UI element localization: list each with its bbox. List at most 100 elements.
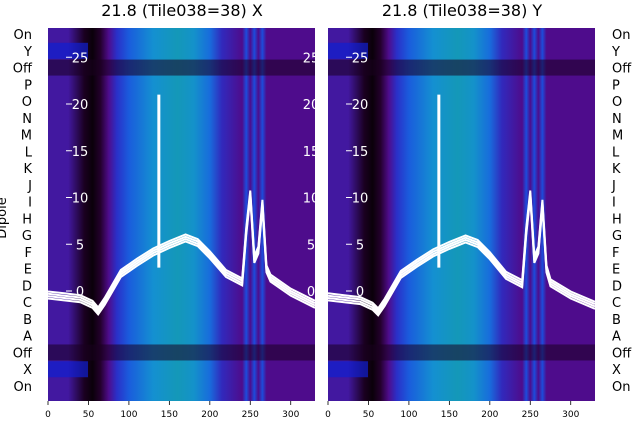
overlay-tick-label: 0 [76, 285, 84, 300]
x-tick-label: 150 [441, 410, 458, 420]
row-label-right: On [612, 28, 630, 43]
row-bands [328, 42, 595, 378]
row-label-right: G [612, 229, 622, 244]
row-label-right: D [612, 279, 622, 294]
row-label-right: X [612, 363, 621, 378]
x-tick-label: 250 [242, 410, 259, 420]
off-row-band [328, 59, 595, 76]
x-tick-label: 300 [562, 410, 579, 420]
heatmap-area [48, 28, 315, 401]
row-label-right: E [612, 263, 620, 278]
row-label-left: F [25, 246, 32, 261]
overlay-tick-label-right: 25 [303, 51, 320, 66]
row-label-right: On [612, 380, 630, 395]
x-tick-label: 0 [45, 410, 51, 420]
overlay-series-line [327, 190, 596, 310]
row-bands [48, 42, 315, 378]
row-label-left: X [23, 363, 32, 378]
x-tick-label: 300 [282, 410, 299, 420]
row-label-left: I [28, 196, 32, 211]
row-label-right: K [612, 162, 621, 177]
row-label-right: N [612, 112, 622, 127]
overlay-tick-label: 10 [352, 192, 369, 207]
x-tick-label: 200 [481, 410, 498, 420]
overlay-tick-label: 25 [352, 51, 369, 66]
row-label-left: On [14, 28, 32, 43]
x-tick-label: 50 [83, 410, 95, 420]
row-label-right: P [612, 78, 620, 93]
edge-row-band [48, 361, 88, 378]
overlay-tick-label-right: 15 [303, 145, 320, 160]
edge-row-band [48, 42, 88, 59]
overlay-series-line [47, 190, 316, 310]
overlay-tick-label: 20 [352, 98, 369, 113]
row-label-left: G [22, 229, 32, 244]
overlay-lines [327, 94, 596, 317]
overlay-tick-label: 20 [72, 98, 89, 113]
row-label-right: H [612, 212, 622, 227]
x-tick-label: 150 [161, 410, 178, 420]
overlay-tick-label-right: 10 [303, 192, 320, 207]
overlay-tick-label: 25 [72, 51, 89, 66]
off-row-band [48, 344, 315, 361]
row-label-left: O [22, 95, 32, 110]
x-tick-label: 0 [325, 410, 331, 420]
row-label-left: N [22, 112, 32, 127]
row-label-right: J [611, 179, 616, 194]
x-tick-label: 50 [363, 410, 375, 420]
panel-y: 21.8 (Tile038=38) Y 0 50 100 150 200 250 300 0… [325, 1, 596, 420]
edge-row-band [328, 42, 368, 59]
overlay-tick-label: 15 [72, 145, 89, 160]
row-label-left: P [24, 78, 32, 93]
row-label-right: L [612, 145, 620, 160]
x-axis: 0 50 100 150 200 250 300 [45, 401, 300, 420]
overlay-tick-label-right: 5 [307, 238, 315, 253]
row-label-right: F [612, 246, 619, 261]
row-label-left: J [27, 179, 32, 194]
overlay-tick-label-right: 0 [307, 285, 315, 300]
row-label-right: I [612, 196, 616, 211]
off-row-band [48, 59, 315, 76]
row-label-left: On [14, 380, 32, 395]
panel-x: 21.8 (Tile038=38) X 0 50 100 150 200 250 300 0… [45, 1, 319, 420]
overlay-tick-label: 10 [72, 192, 89, 207]
row-label-left: H [22, 212, 32, 227]
row-label-right: C [612, 296, 621, 311]
row-label-right: B [612, 313, 621, 328]
y-axis-label: Dipole [0, 197, 10, 238]
heatmap-area [328, 28, 595, 401]
x-axis: 0 50 100 150 200 250 300 [325, 401, 580, 420]
overlay-tick-label: 0 [356, 285, 364, 300]
row-label-right: Off [612, 346, 632, 361]
row-label-left: Y [23, 45, 32, 60]
overlay-lines [47, 94, 316, 317]
row-label-left: A [23, 330, 32, 345]
x-tick-label: 100 [400, 410, 417, 420]
row-label-left: M [21, 129, 32, 144]
row-label-left: K [23, 162, 32, 177]
x-tick-label: 100 [120, 410, 137, 420]
overlay-tick-label: 5 [76, 238, 84, 253]
panel-title: 21.8 (Tile038=38) X [101, 1, 263, 20]
row-label-left: Off [13, 346, 33, 361]
x-tick-label: 200 [201, 410, 218, 420]
overlay-tick-label: 15 [352, 145, 369, 160]
row-label-right: O [612, 95, 622, 110]
row-label-left: C [23, 296, 32, 311]
row-label-left: B [23, 313, 32, 328]
row-label-left: E [24, 263, 32, 278]
row-label-left: D [22, 279, 32, 294]
x-tick-label: 250 [522, 410, 539, 420]
row-label-right: M [612, 129, 623, 144]
row-label-left: L [25, 145, 33, 160]
row-label-right: Off [612, 62, 632, 77]
off-row-band [328, 344, 595, 361]
row-label-left: Off [13, 62, 33, 77]
panel-title: 21.8 (Tile038=38) Y [382, 1, 543, 20]
edge-row-band [328, 361, 368, 378]
row-label-right: Y [611, 45, 620, 60]
row-label-right: A [612, 330, 621, 345]
